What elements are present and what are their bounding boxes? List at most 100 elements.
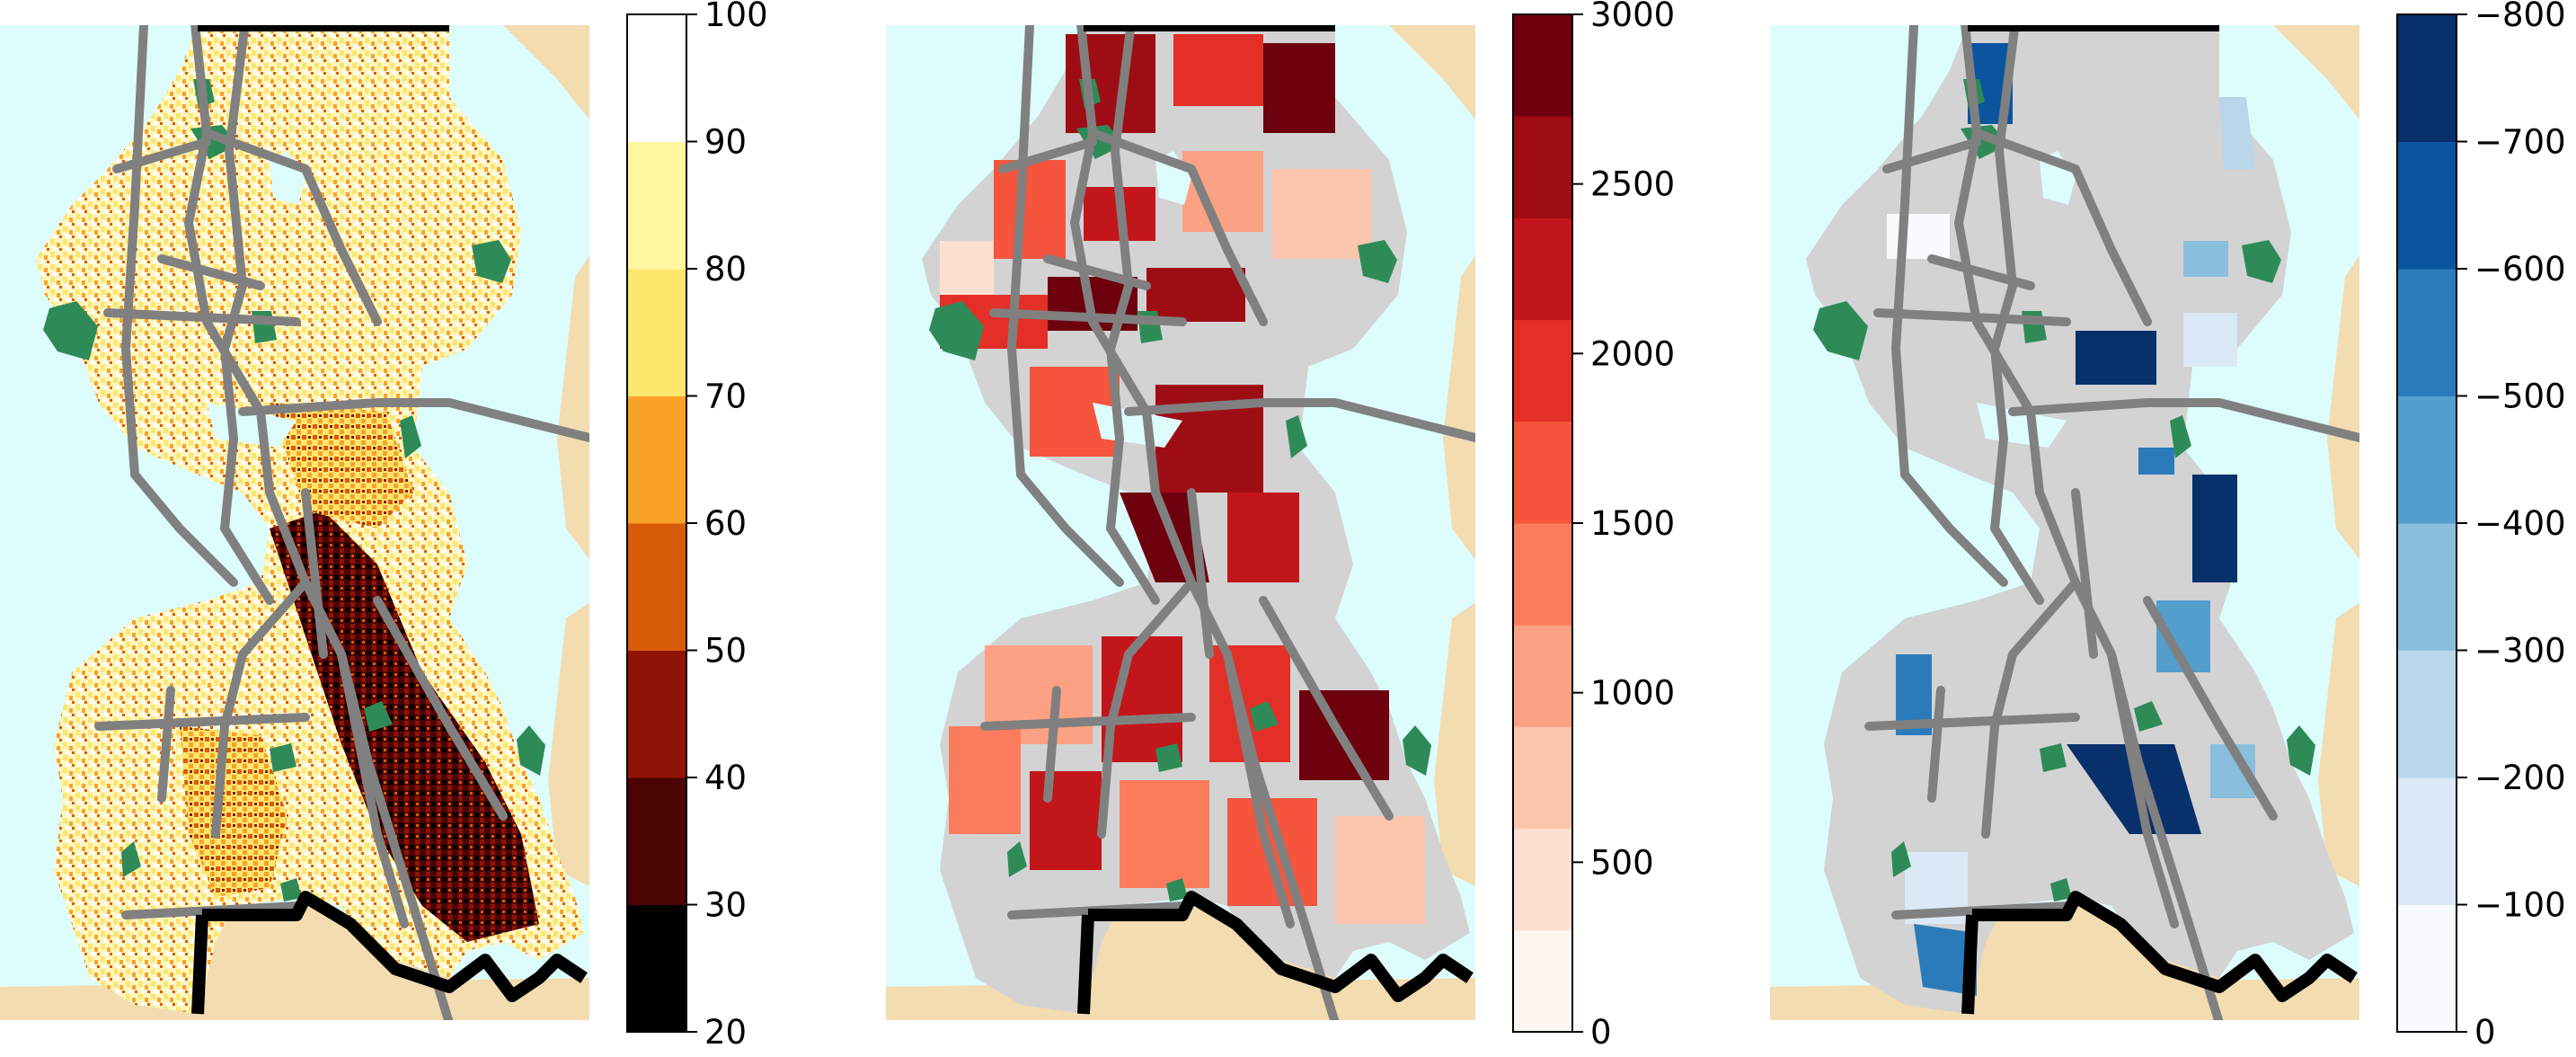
highway	[1043, 254, 1151, 290]
colorbar-segment	[627, 904, 686, 1033]
land-east	[557, 255, 589, 560]
map-3	[1770, 25, 2359, 1020]
highway	[373, 596, 508, 821]
colorbar-segment	[627, 523, 686, 651]
colorbar-segment	[627, 269, 686, 396]
colorbar-segment	[1513, 319, 1572, 422]
zone-block	[2192, 475, 2237, 582]
highway	[1259, 596, 1394, 821]
park-area	[472, 240, 511, 283]
colorbar-tick-label: −400	[2474, 504, 2566, 543]
colorbar-tick-label: −800	[2474, 0, 2566, 34]
colorbar-tick-label: 30	[704, 886, 747, 925]
highway	[2107, 650, 2179, 928]
south-boundary-west	[1077, 914, 1094, 1015]
land-southeast	[1434, 602, 1475, 886]
colorbar-segment	[2397, 395, 2456, 524]
park-area	[43, 301, 98, 360]
highway	[1070, 25, 1340, 1020]
park-area	[2170, 415, 2191, 458]
highway	[112, 138, 211, 173]
park-area	[2242, 240, 2281, 283]
highway	[1927, 686, 1945, 803]
zone-block	[1227, 493, 1299, 582]
highway	[157, 254, 265, 290]
land-northeast	[503, 25, 589, 120]
highway	[1882, 138, 1981, 173]
colorbar-tick-label: 0	[1590, 1013, 1612, 1052]
highway	[184, 25, 454, 1020]
colorbar-tick-label: 0	[2474, 1013, 2496, 1052]
highway	[1891, 25, 2008, 587]
south-boundary	[202, 891, 588, 1002]
colorbar-segment	[2397, 269, 2456, 396]
zone-block	[2183, 241, 2228, 277]
colorbar-3: 0 −100 −200 −300 −400 −500 −600 −700 −800	[2396, 0, 2566, 1052]
land-east	[2327, 255, 2359, 560]
south-boundary	[1088, 891, 1474, 1002]
park-area	[1250, 701, 1279, 732]
highway	[1990, 25, 2044, 605]
park-area	[121, 841, 141, 877]
highway	[202, 129, 382, 326]
land-south-inner	[1950, 902, 2255, 1020]
highway	[1223, 650, 1295, 928]
highway	[211, 578, 310, 839]
highway	[2008, 398, 2359, 443]
colorbar-segment	[1513, 421, 1572, 524]
land-south-inner	[1066, 902, 1371, 1020]
highway	[157, 686, 175, 803]
highway	[301, 488, 328, 659]
map-3-content	[1770, 25, 2359, 1020]
park-area	[1891, 841, 1911, 877]
highway	[1106, 25, 1160, 605]
parcels-mid-west	[180, 726, 288, 897]
colorbar-tick-label: 50	[704, 632, 747, 671]
zone-block	[1896, 654, 1932, 735]
highway	[980, 713, 1196, 731]
colorbar-2: 0 500 1000 1500 2000 2500 3000	[1512, 0, 1675, 1052]
park-area	[270, 743, 297, 772]
zone-block	[1914, 924, 1977, 996]
colorbar-tick-label: 70	[704, 378, 747, 416]
colorbar-tick-label: 2500	[1590, 165, 1675, 204]
highway	[1088, 129, 1268, 326]
highway	[238, 398, 589, 443]
highway	[2143, 596, 2278, 821]
highway	[1927, 254, 2035, 290]
colorbar-segment	[2397, 650, 2456, 778]
colorbar-segment	[1513, 726, 1572, 830]
colorbar-segment	[1513, 929, 1572, 1033]
park-area	[1007, 841, 1027, 877]
park-area	[1166, 878, 1188, 902]
colorbar-segment	[627, 395, 686, 524]
zone-block	[1263, 43, 1335, 133]
highway	[1187, 488, 1214, 659]
colorbar-segment	[2397, 14, 2456, 142]
map-1-content	[0, 25, 589, 1020]
park-area	[2134, 701, 2163, 732]
highway	[989, 308, 1187, 326]
zone-block	[994, 160, 1066, 259]
south-boundary	[1972, 891, 2358, 1002]
zone-block	[1120, 780, 1209, 888]
colorbar-segment	[627, 777, 686, 905]
highway	[121, 25, 238, 587]
zone-block	[1335, 816, 1425, 924]
park-area	[1403, 725, 1431, 776]
highway	[103, 308, 301, 326]
colorbar-segment	[2397, 904, 2456, 1033]
colorbar-segment	[2397, 777, 2456, 905]
highway	[998, 138, 1097, 173]
colorbar-tick-label: −600	[2474, 250, 2566, 289]
land-south-inner	[180, 902, 485, 1020]
park-area	[1813, 301, 1868, 360]
park-area	[2050, 878, 2072, 902]
highway	[94, 713, 310, 731]
highway	[1954, 25, 2224, 1020]
zone-block	[1146, 268, 1245, 322]
colorbar-tick-label: −100	[2474, 886, 2566, 925]
map-2-content	[886, 25, 1475, 1020]
colorbar-tick-label: 90	[704, 123, 747, 162]
